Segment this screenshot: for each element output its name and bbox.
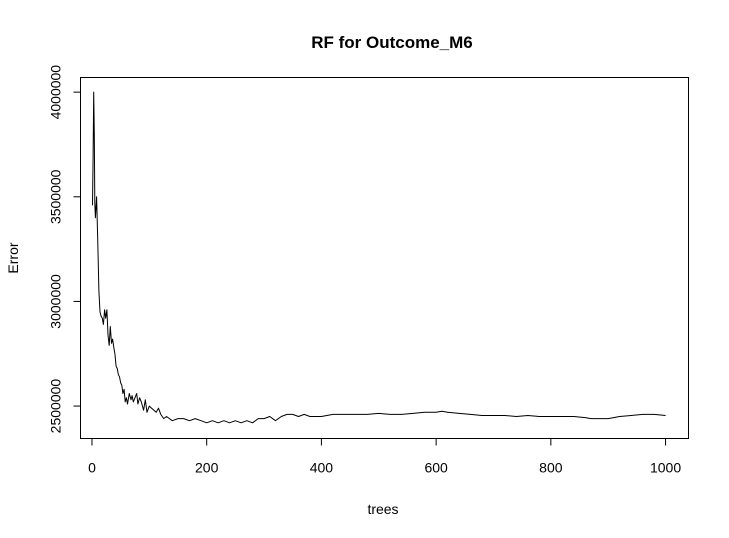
y-tick-label: 4000000 <box>48 65 64 120</box>
x-tick-label: 0 <box>88 460 96 476</box>
y-tick-label: 3500000 <box>48 169 64 224</box>
chart-title: RF for Outcome_M6 <box>311 33 473 52</box>
x-axis-label: trees <box>367 501 398 517</box>
x-tick-label: 800 <box>539 460 563 476</box>
x-tick-label: 200 <box>195 460 219 476</box>
y-tick-label: 3000000 <box>48 274 64 329</box>
x-tick-label: 1000 <box>650 460 681 476</box>
x-tick-label: 600 <box>424 460 448 476</box>
series-layer <box>92 91 666 424</box>
y-axis: 2500000 3000000 3500000 4000000 <box>48 65 81 434</box>
x-axis: 0 200 400 600 800 1000 <box>88 438 681 476</box>
y-axis-label: Error <box>5 242 21 273</box>
error-line <box>92 91 666 424</box>
y-tick-label: 2500000 <box>48 379 64 434</box>
x-tick-label: 400 <box>310 460 334 476</box>
plot-frame <box>80 77 689 439</box>
